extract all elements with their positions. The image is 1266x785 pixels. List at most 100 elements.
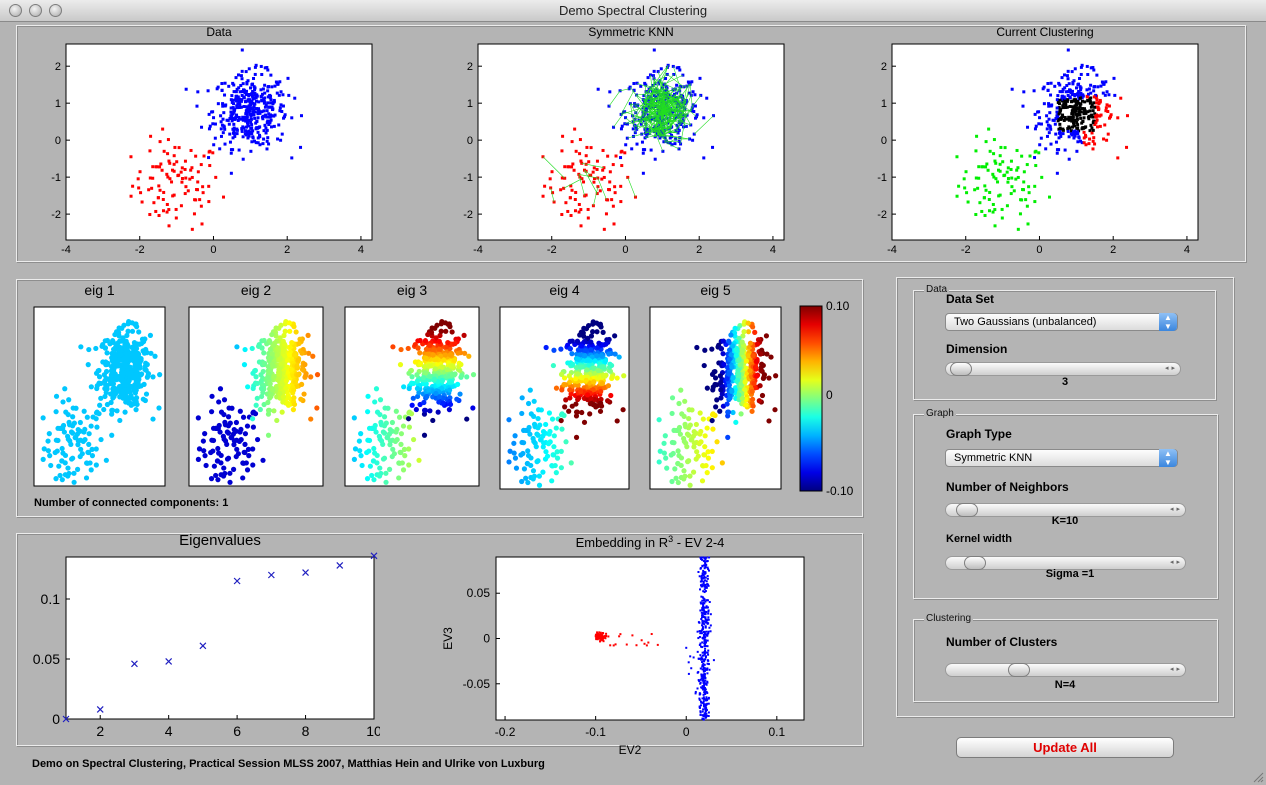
data-point bbox=[1109, 113, 1113, 117]
data-point bbox=[574, 149, 578, 153]
eig-point bbox=[287, 328, 293, 334]
data-point bbox=[1033, 184, 1037, 188]
graph-type-select[interactable]: Symmetric KNN ▲ ▼ bbox=[945, 449, 1178, 467]
data-point bbox=[991, 210, 995, 214]
data-point bbox=[690, 109, 694, 113]
data-point bbox=[1048, 195, 1052, 199]
eig-point bbox=[573, 434, 580, 440]
data-point bbox=[1088, 109, 1092, 113]
data-point bbox=[161, 197, 165, 201]
data-point bbox=[1010, 176, 1014, 180]
data-point bbox=[998, 193, 1002, 197]
data-point bbox=[272, 124, 276, 128]
data-point bbox=[227, 122, 231, 126]
eig-point bbox=[133, 395, 140, 401]
data-point bbox=[1039, 122, 1043, 126]
update-all-button[interactable]: Update All bbox=[956, 737, 1174, 758]
data-point bbox=[279, 138, 283, 142]
eig-point bbox=[136, 363, 143, 369]
data-point bbox=[692, 132, 696, 136]
slider-stepper-icon[interactable]: ◂▸ bbox=[1169, 666, 1183, 673]
data-point bbox=[1058, 122, 1062, 126]
eig-point bbox=[405, 416, 412, 422]
data-point bbox=[245, 92, 249, 96]
neighbors-slider-thumb[interactable] bbox=[956, 503, 978, 517]
eig-point bbox=[686, 425, 692, 431]
data-point bbox=[1075, 120, 1079, 124]
eig-point bbox=[591, 379, 597, 385]
zoom-icon[interactable] bbox=[49, 4, 62, 17]
eig-point bbox=[108, 399, 114, 406]
slider-stepper-icon[interactable]: ◂▸ bbox=[1169, 559, 1183, 566]
eig-point bbox=[616, 354, 622, 360]
embedding-point bbox=[650, 633, 653, 636]
embedding-point bbox=[701, 596, 704, 599]
dimension-slider-thumb[interactable] bbox=[950, 362, 972, 376]
eig-point bbox=[399, 460, 405, 466]
eig-point bbox=[678, 455, 685, 461]
plot-title: Symmetric KNN bbox=[588, 26, 673, 39]
y-tick-label: -1 bbox=[51, 172, 61, 184]
data-point bbox=[985, 162, 989, 166]
embedding-point bbox=[706, 566, 709, 569]
slider-stepper-icon[interactable]: ◂▸ bbox=[1169, 506, 1183, 513]
embedding-point bbox=[705, 707, 708, 710]
graph-type-label: Graph Type bbox=[946, 427, 1012, 441]
eig-point bbox=[452, 340, 458, 347]
eig-point bbox=[582, 353, 588, 359]
data-point bbox=[1125, 145, 1129, 149]
minimize-icon[interactable] bbox=[29, 4, 42, 17]
colorbar bbox=[799, 305, 823, 492]
kernel-width-slider[interactable]: ◂▸ bbox=[945, 556, 1186, 570]
slider-stepper-icon[interactable]: ◂▸ bbox=[1164, 365, 1178, 372]
embedding-point bbox=[605, 632, 608, 635]
data-point bbox=[264, 103, 268, 107]
neighbors-slider[interactable]: ◂▸ bbox=[945, 503, 1186, 517]
eig-point bbox=[570, 361, 576, 367]
close-icon[interactable] bbox=[9, 4, 22, 17]
data-point bbox=[1072, 136, 1076, 140]
data-set-select[interactable]: Two Gaussians (unbalanced) ▲ ▼ bbox=[945, 313, 1178, 331]
data-point bbox=[1027, 191, 1031, 195]
eig-point bbox=[657, 448, 663, 454]
eig-point bbox=[271, 342, 277, 348]
embedding-point bbox=[702, 612, 705, 615]
dimension-slider[interactable]: ◂▸ bbox=[945, 362, 1181, 376]
clusters-slider[interactable]: ◂▸ bbox=[945, 663, 1186, 677]
knn-edge bbox=[685, 115, 692, 126]
data-point bbox=[244, 118, 248, 122]
data-point bbox=[263, 105, 267, 109]
eig-point bbox=[414, 372, 420, 378]
resize-grip-icon[interactable] bbox=[1252, 771, 1264, 783]
data-point bbox=[1064, 103, 1068, 107]
data-point bbox=[214, 175, 218, 179]
eig-point bbox=[74, 466, 81, 472]
eig-point bbox=[390, 344, 396, 350]
data-point bbox=[246, 136, 250, 140]
eig-point bbox=[663, 455, 669, 461]
eig-point bbox=[45, 448, 51, 454]
embedding-point bbox=[705, 580, 708, 583]
embedding-point bbox=[704, 600, 707, 603]
data-point bbox=[1053, 84, 1057, 88]
kernel-width-slider-thumb[interactable] bbox=[964, 556, 986, 570]
data-point bbox=[293, 96, 297, 100]
embedding-point bbox=[704, 626, 707, 629]
data-point bbox=[633, 131, 637, 135]
eig-point bbox=[314, 405, 320, 411]
data-point bbox=[680, 96, 684, 100]
clusters-slider-thumb[interactable] bbox=[1008, 663, 1030, 677]
eig-point bbox=[227, 479, 233, 485]
data-point bbox=[1056, 94, 1060, 98]
data-point bbox=[1086, 115, 1090, 119]
y-tick-label: 0.05 bbox=[33, 651, 60, 667]
eig-point bbox=[573, 364, 579, 371]
data-point bbox=[177, 146, 181, 150]
eig-point bbox=[310, 353, 316, 359]
embedding-point bbox=[699, 601, 702, 604]
eig-point bbox=[444, 367, 450, 373]
knn-edge bbox=[668, 138, 676, 143]
data-point bbox=[591, 170, 595, 174]
eig-point bbox=[102, 378, 108, 384]
eig-point bbox=[724, 364, 731, 371]
